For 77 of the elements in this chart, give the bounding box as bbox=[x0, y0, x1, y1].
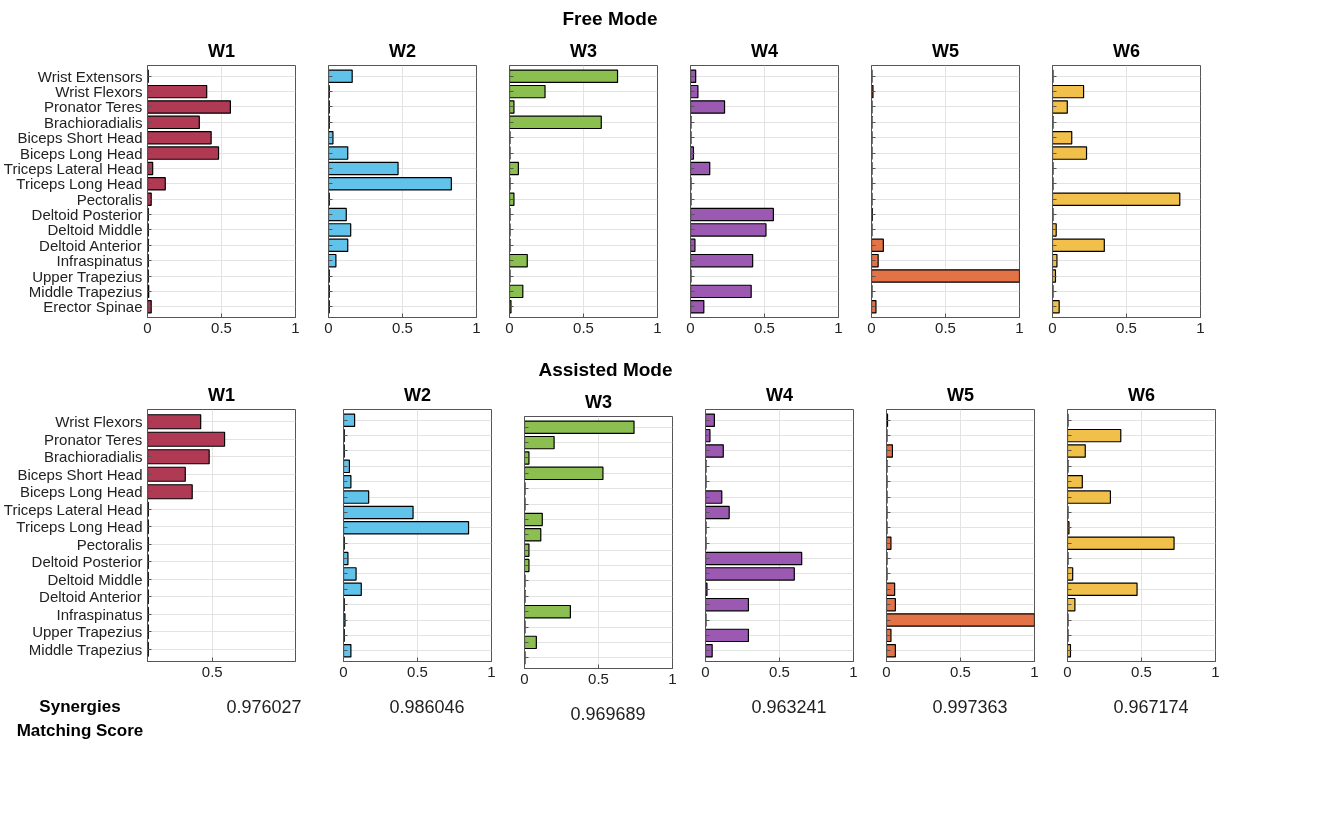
y-tick-label: Wrist Extensors bbox=[37, 67, 143, 85]
x-tick-label: 1 bbox=[668, 669, 677, 687]
chart-title: W3 bbox=[570, 40, 597, 61]
x-tick-label: 0.5 bbox=[754, 318, 775, 336]
chart-title: W2 bbox=[404, 384, 431, 405]
x-tick-label: 1 bbox=[1211, 662, 1220, 680]
y-tick-label: Pronator Teres bbox=[44, 98, 143, 116]
text: 0.967174 bbox=[1113, 696, 1189, 719]
x-tick-label: 1 bbox=[849, 662, 858, 680]
text: 0.986046 bbox=[389, 696, 465, 719]
y-tick-label: Upper Trapezius bbox=[32, 623, 143, 641]
y-tick-label: Pectoralis bbox=[76, 535, 143, 553]
x-tick-label: 1 bbox=[1196, 318, 1205, 336]
y-tick-label: Brachioradialis bbox=[44, 448, 143, 466]
text: Synergies Matching Score bbox=[15, 696, 145, 743]
chart-title: W4 bbox=[751, 40, 778, 61]
chart-title: W1 bbox=[208, 40, 235, 61]
x-tick-label: 1 bbox=[472, 318, 481, 336]
x-tick-label: 0 bbox=[505, 318, 514, 336]
y-tick-label: Biceps Long Head bbox=[19, 483, 143, 501]
x-tick-label: 0.5 bbox=[588, 669, 609, 687]
chart-title: W6 bbox=[1128, 384, 1155, 405]
x-tick-label: 1 bbox=[653, 318, 662, 336]
y-tick-label: Biceps Short Head bbox=[17, 465, 143, 483]
text: 0.963241 bbox=[751, 696, 827, 719]
x-tick-label: 0.5 bbox=[1131, 662, 1152, 680]
y-tick-label: Brachioradialis bbox=[44, 113, 143, 131]
x-tick-label: 0.5 bbox=[1116, 318, 1137, 336]
x-tick-label: 0 bbox=[686, 318, 695, 336]
y-tick-label: Infraspinatus bbox=[56, 605, 143, 623]
x-tick-label: 0.5 bbox=[935, 318, 956, 336]
y-tick-label: Deltoid Posterior bbox=[31, 206, 143, 224]
chart-title: W2 bbox=[389, 40, 416, 61]
y-tick-label: Infraspinatus bbox=[56, 252, 143, 270]
x-tick-label: 1 bbox=[834, 318, 843, 336]
x-tick-label: 0 bbox=[1048, 318, 1057, 336]
chart-title: W1 bbox=[208, 384, 235, 405]
y-tick-label: Wrist Flexors bbox=[55, 413, 143, 431]
text: 0.997363 bbox=[932, 696, 1008, 719]
x-tick-label: 0 bbox=[324, 318, 333, 336]
x-tick-label: 0.5 bbox=[950, 662, 971, 680]
y-tick-label: Biceps Short Head bbox=[17, 129, 143, 147]
y-tick-label: Pronator Teres bbox=[44, 430, 143, 448]
y-tick-label: Middle Trapezius bbox=[28, 640, 143, 658]
y-tick-label: Deltoid Anterior bbox=[39, 236, 142, 254]
chart-title: W4 bbox=[766, 384, 793, 405]
x-tick-label: 1 bbox=[1030, 662, 1039, 680]
x-tick-label: 0 bbox=[143, 318, 152, 336]
x-tick-label: 0 bbox=[1063, 662, 1072, 680]
x-tick-label: 0.5 bbox=[769, 662, 790, 680]
text: 0.969689 bbox=[570, 703, 646, 726]
y-tick-label: Deltoid Anterior bbox=[39, 588, 142, 606]
x-tick-label: 0.5 bbox=[392, 318, 413, 336]
y-tick-label: Deltoid Middle bbox=[47, 221, 143, 239]
chart-title: W5 bbox=[932, 40, 959, 61]
chart-title: W6 bbox=[1113, 40, 1140, 61]
y-tick-label: Wrist Flexors bbox=[55, 83, 143, 101]
y-tick-label: Deltoid Posterior bbox=[31, 553, 143, 571]
y-tick-label: Triceps Long Head bbox=[16, 518, 143, 536]
x-tick-label: 0 bbox=[701, 662, 710, 680]
chart-title: W3 bbox=[585, 391, 612, 412]
x-tick-label: 0.5 bbox=[211, 318, 232, 336]
text: 0.976027 bbox=[226, 696, 302, 719]
y-tick-label: Deltoid Middle bbox=[47, 570, 143, 588]
chart-subtitle: Assisted Mode bbox=[538, 358, 673, 380]
x-tick-label: 1 bbox=[1015, 318, 1024, 336]
x-tick-label: 0 bbox=[339, 662, 348, 680]
x-tick-label: 0 bbox=[520, 669, 529, 687]
x-tick-label: 1 bbox=[487, 662, 496, 680]
x-tick-label: 0.5 bbox=[407, 662, 428, 680]
x-tick-label: 0.5 bbox=[573, 318, 594, 336]
x-tick-label: 0 bbox=[867, 318, 876, 336]
chart-title: W5 bbox=[947, 384, 974, 405]
chart-subtitle: Free Mode bbox=[562, 7, 658, 29]
x-tick-label: 1 bbox=[291, 318, 300, 336]
y-tick-label: Triceps Lateral Head bbox=[3, 500, 143, 518]
x-tick-label: 0 bbox=[882, 662, 891, 680]
